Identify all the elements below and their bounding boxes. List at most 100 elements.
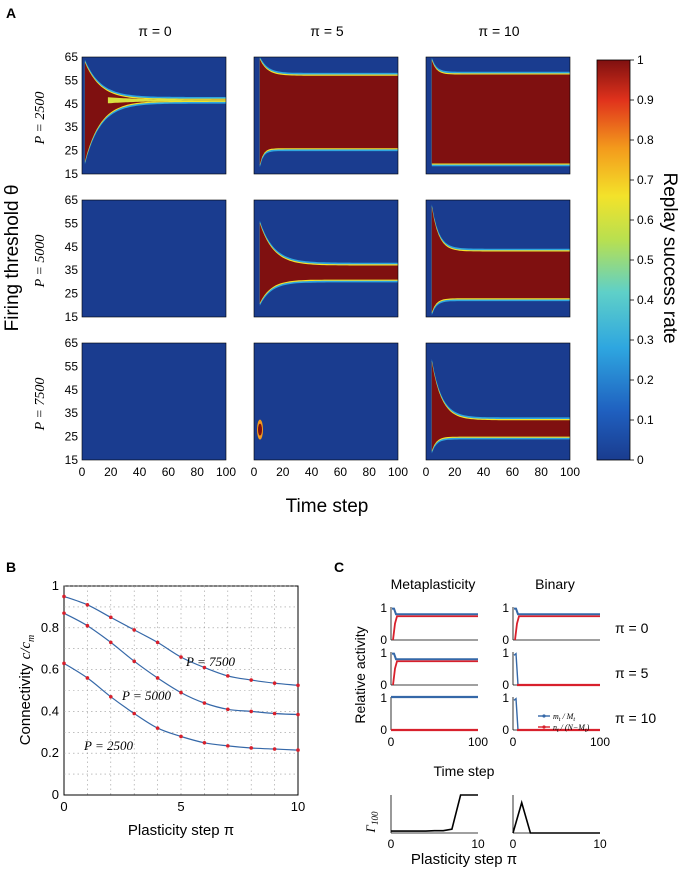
colorbar-tick-label: 0.9 [637,93,654,107]
heatmap-success-region [259,223,398,303]
ytick-1: 1 [380,601,387,615]
heatmap-p2500-pi5 [253,56,399,175]
heatmap-frame [253,199,399,318]
series-2500 [62,661,300,752]
ytick-label: 35 [65,120,79,134]
xtick-label: 40 [305,465,319,479]
gamma-plot-metaplasticity: 0 10 [388,794,485,851]
heatmap-success-region [431,361,570,451]
data-point [202,665,207,670]
xtick-100: 100 [590,735,610,749]
heatmap-frame [81,56,227,175]
ytick-label: 25 [65,287,79,301]
series-label: P = 7500 [185,654,235,669]
colorbar-tick-label: 0.2 [637,373,654,387]
plot-b-ytick: 0 [52,787,59,802]
data-point [179,655,183,659]
panel-c-activity: Metaplasticity Binary π = 0 π = 5 π = 10… [352,576,656,868]
heatmap-p7500-pi10 [425,342,571,461]
plot-b-series [62,594,300,752]
trace-n [514,615,600,641]
plot-b-ytick: 0.6 [41,662,59,677]
heatmap-p2500-pi0 [81,56,227,175]
ytick-label: 25 [65,144,79,158]
colorbar-tick-label: 0.3 [637,333,654,347]
plot-b-ytick: 1 [52,578,59,593]
xtick-label: 80 [191,465,205,479]
data-point [249,678,253,682]
xtick-label: 20 [104,465,118,479]
gamma-subplots: 0 10 0 10 [388,794,607,851]
row-title-p7500: P = 7500 [33,378,48,432]
heatmap-p5000-pi10 [425,199,571,318]
c-row-title-pi0: π = 0 [615,620,649,636]
colorbar-tick-label: 0.1 [637,413,654,427]
ytick-0: 0 [380,633,387,647]
data-point [296,683,300,688]
gamma-xlabel: Plasticity step π [411,851,517,868]
heatmap-success-region [431,60,570,164]
data-point [179,734,183,739]
data-point [132,711,136,716]
xtick-label: 40 [477,465,491,479]
series-label: P = 2500 [83,738,133,753]
ytick-0: 0 [380,678,387,692]
row-title-p5000: P = 5000 [33,235,48,289]
activity-plot-binary-pi10: 100 100 [502,691,610,749]
xtick-0: 0 [510,735,517,749]
colorbar-tick-label: 0.6 [637,213,654,227]
ytick-1: 1 [502,646,509,660]
ytick-label: 45 [65,97,79,111]
c-row-title-pi5: π = 5 [615,665,649,681]
heatmap-frame [425,342,571,461]
xtick-label: 100 [216,465,236,479]
data-point [62,611,66,615]
colorbar-tick-label: 0 [637,453,644,467]
ytick-1: 1 [380,646,387,660]
trace-m [514,607,600,616]
ytick-label: 15 [65,167,79,181]
heatmap-background [426,343,570,460]
data-point [249,709,253,714]
ytick-label: 15 [65,453,79,467]
heatmap-frame [253,342,399,461]
heatmap-p5000-pi5 [253,199,399,318]
xtick-label: 100 [560,465,580,479]
legend-marker-n [542,725,546,729]
plot-b-xtick: 5 [177,799,184,814]
ytick-label: 35 [65,263,79,277]
xtick-label: 80 [535,465,549,479]
activity-plot-metaplasticity-pi0: 10 [380,601,478,647]
activity-plot-binary-pi0: 10 [502,601,600,647]
xtick-label: 60 [506,465,520,479]
colorbar-tick-label: 1 [637,53,644,67]
panel-a-xlabel: Time step [286,496,369,517]
heatmap-edge-outer [84,59,227,165]
gamma-plot-binary: 0 10 [510,795,607,851]
colorbar-tick-label: 0.4 [637,293,654,307]
data-point [155,640,160,645]
heatmap-p7500-pi0 [81,342,227,461]
heatmap-edge-outer [259,220,398,306]
data-point [132,628,136,632]
ytick-0: 0 [502,633,509,647]
xtick-label: 40 [133,465,147,479]
xtick-0: 0 [388,735,395,749]
data-point [226,744,230,748]
data-point [62,594,66,599]
ytick-label: 35 [65,406,79,420]
data-point [109,694,113,699]
legend-label-m: mt / Mt [553,712,575,723]
panel-label-a: A [6,5,16,21]
data-point [272,747,277,751]
c-row-title-pi10: π = 10 [615,710,656,726]
ytick-0: 0 [502,678,509,692]
col-title-metaplasticity: Metaplasticity [391,576,476,592]
heatmap-core [107,97,226,104]
ytick-label: 25 [65,430,79,444]
xtick-0: 0 [510,837,517,851]
trace-m [392,652,478,661]
heatmap-background [82,200,226,317]
data-point [132,659,136,664]
